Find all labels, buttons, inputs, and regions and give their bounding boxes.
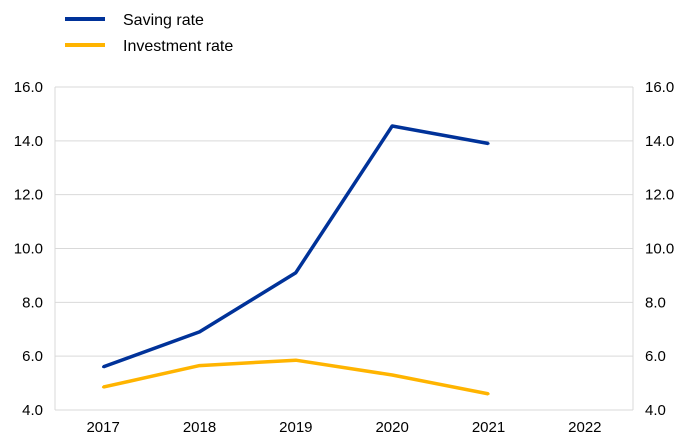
y-tick-label-8.0: 8.0 xyxy=(22,294,43,311)
data-point-investment-rate-2017 xyxy=(101,385,105,389)
series-line-saving-rate xyxy=(102,124,489,369)
y-tick-label-4.0: 4.0 xyxy=(22,402,43,419)
y2-tick-label-12.0: 12.0 xyxy=(645,187,674,204)
y-tick-label-16.0: 16.0 xyxy=(14,79,43,96)
legend-item-saving-rate: Saving rate xyxy=(65,12,204,29)
x-tick-label-2019: 2019 xyxy=(279,419,312,434)
y2-tick-label-8.0: 8.0 xyxy=(645,294,666,311)
x-tick-label-2021: 2021 xyxy=(472,419,505,434)
y2-tick-label-6.0: 6.0 xyxy=(645,348,666,365)
plot-area xyxy=(54,86,634,411)
y2-tick-label-10.0: 10.0 xyxy=(645,241,674,258)
y-tick-label-12.0: 12.0 xyxy=(14,187,43,204)
data-point-investment-rate-2019 xyxy=(294,359,298,362)
y2-tick-label-4.0: 4.0 xyxy=(645,402,666,419)
series-line-investment-rate xyxy=(102,358,489,396)
data-point-investment-rate-2018 xyxy=(198,364,201,367)
x-tick-label-2020: 2020 xyxy=(375,419,408,434)
legend-item-investment-rate: Investment rate xyxy=(65,38,233,55)
y-tick-label-10.0: 10.0 xyxy=(14,241,43,258)
x-tick-label-2017: 2017 xyxy=(86,419,119,434)
y-axis-right: 4.0 6.0 8.0 10.0 12.0 14.0 16.0 xyxy=(645,79,674,419)
data-point-saving-rate-2021 xyxy=(487,142,490,145)
y-tick-label-6.0: 6.0 xyxy=(22,348,43,365)
y2-tick-label-14.0: 14.0 xyxy=(645,133,674,150)
y-axis-left: 4.0 6.0 8.0 10.0 12.0 14.0 16.0 xyxy=(14,79,43,419)
legend-label-saving-rate: Saving rate xyxy=(123,12,204,29)
data-point-investment-rate-2020 xyxy=(390,373,394,377)
legend-label-investment-rate: Investment rate xyxy=(123,38,233,55)
data-point-saving-rate-2019 xyxy=(294,271,298,274)
series-layer xyxy=(101,124,490,396)
y2-tick-label-16.0: 16.0 xyxy=(645,79,674,96)
x-axis: 2017 2018 2019 2020 2021 2022 xyxy=(86,419,601,434)
data-point-saving-rate-2018 xyxy=(198,330,201,334)
data-point-saving-rate-2017 xyxy=(101,365,105,369)
data-point-saving-rate-2020 xyxy=(390,124,394,128)
y-tick-label-14.0: 14.0 xyxy=(14,133,43,150)
data-point-investment-rate-2021 xyxy=(487,392,490,396)
x-tick-label-2022: 2022 xyxy=(568,419,601,434)
x-tick-label-2018: 2018 xyxy=(183,419,216,434)
legend: Saving rate Investment rate xyxy=(65,12,233,55)
